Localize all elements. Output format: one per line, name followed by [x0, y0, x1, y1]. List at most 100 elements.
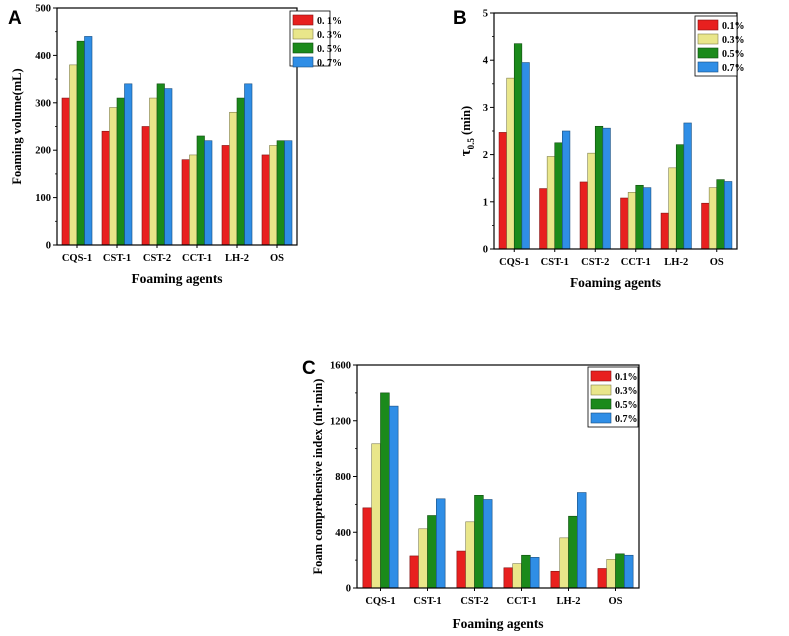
y-tick-label: 5	[483, 9, 488, 20]
bar-cct-1-s3	[635, 184, 644, 250]
bar-lh-2-s1	[550, 570, 560, 589]
panel-label: A	[8, 8, 22, 29]
bar-cct-1-s3	[196, 135, 205, 246]
y-axis-label: Foaming volume(mL)	[10, 68, 24, 184]
category-label-cst-2: CST-2	[143, 253, 171, 264]
bar-cct-1-s2	[627, 192, 637, 250]
y-tick-label: 1200	[330, 416, 351, 427]
category-label-lh-2: LH-2	[225, 253, 249, 264]
x-axis-label: Foaming agents	[131, 271, 222, 286]
plot-frame	[56, 7, 298, 246]
bar-cqs-1-s3	[380, 392, 390, 589]
category-label-cst-1: CST-1	[413, 596, 441, 607]
y-tick-label: 0	[46, 241, 51, 252]
bar-lh-2-s4	[577, 492, 587, 589]
legend-swatch-s4	[697, 61, 719, 73]
bar-cqs-1-s2	[69, 64, 78, 246]
legend-label-s1: 0.1%	[615, 372, 638, 383]
y-axis-label: Foam comprehensive index (ml·min)	[311, 379, 325, 575]
legend-label-s3: 0.5%	[615, 400, 638, 411]
category-label-cst-2: CST-2	[581, 257, 609, 268]
bar-cqs-1-s1	[498, 132, 507, 250]
legend-label-s2: 0.3%	[722, 35, 745, 46]
bar-cst-1-s3	[427, 515, 437, 589]
bar-cst-2-s2	[149, 97, 158, 246]
bar-lh-2-s2	[559, 537, 569, 589]
legend: 0.1% 0.3% 0.5% 0.7%	[587, 366, 639, 428]
bar-lh-2-s4	[244, 83, 253, 246]
bar-cct-1-s1	[181, 159, 190, 246]
bar-lh-2-s3	[675, 144, 685, 250]
bar-cst-2-s4	[483, 499, 493, 589]
bar-lh-2-s4	[683, 122, 692, 250]
category-label-lh-2: LH-2	[557, 596, 581, 607]
bar-cst-1-s2	[546, 156, 556, 250]
bar-lh-2-s1	[221, 145, 230, 246]
bar-lh-2-s2	[668, 167, 677, 250]
chart-panel-b: B 0 1 2 3 4 5 CQS-1 CST-1 CST-2 CCT-1 LH-2 OS Foaming…	[453, 8, 745, 290]
legend: 0.1% 0.3% 0.5% 0.7%	[694, 15, 745, 77]
bar-cqs-1-s4	[389, 405, 399, 589]
bar-os-s2	[269, 145, 278, 246]
legend-swatch-s2	[590, 384, 612, 396]
bar-os-s3	[716, 179, 725, 250]
legend-label-s4: 0.7%	[615, 414, 638, 425]
bar-os-s1	[261, 154, 270, 246]
category-label-cst-1: CST-1	[103, 253, 131, 264]
category-label-cst-1: CST-1	[541, 257, 569, 268]
bar-cst-2-s4	[602, 127, 611, 250]
y-tick-label: 3	[483, 103, 488, 114]
bar-lh-2-s2	[229, 111, 238, 246]
bar-os-s2	[708, 187, 718, 250]
bar-cst-2-s1	[141, 126, 150, 246]
category-label-cct-1: CCT-1	[182, 253, 212, 264]
bar-cct-1-s2	[189, 154, 198, 246]
y-tick-label: 500	[35, 4, 51, 15]
category-label-lh-2: LH-2	[664, 257, 688, 268]
legend-label-s4: 0.7%	[722, 63, 745, 74]
category-label-os: OS	[710, 257, 724, 268]
bar-os-s1	[701, 202, 710, 250]
category-label-cct-1: CCT-1	[507, 596, 537, 607]
bar-lh-2-s1	[660, 212, 669, 250]
legend-label-s4: 0. 7%	[317, 58, 342, 69]
bar-cst-1-s4	[436, 498, 446, 589]
y-tick-label: 400	[335, 528, 351, 539]
legend: 0. 1% 0. 3% 0. 5% 0. 7%	[289, 10, 342, 69]
bar-os-s4	[284, 140, 293, 246]
bar-cqs-1-s4	[84, 36, 93, 246]
bar-cct-1-s3	[521, 554, 531, 589]
bar-cst-2-s3	[474, 495, 484, 589]
y-tick-label: 300	[35, 98, 51, 109]
bar-os-s3	[615, 553, 625, 589]
legend-swatch-s3	[292, 42, 314, 54]
y-tick-label: 1600	[330, 361, 351, 372]
legend-swatch-s3	[697, 47, 719, 59]
bar-cst-2-s3	[594, 125, 604, 250]
legend-label-s1: 0. 1%	[317, 16, 342, 27]
y-tick-label: 2	[483, 150, 488, 161]
bar-cct-1-s4	[204, 140, 213, 246]
chart-panel-c: C 0 400 800 1200 1600 CQS-1 CST-1 CST-2 CCT-1 LH-2…	[302, 358, 640, 631]
category-label-cst-2: CST-2	[460, 596, 488, 607]
bar-cst-1-s3	[554, 142, 563, 250]
y-tick-label: 200	[35, 146, 51, 157]
y-tick-label: 800	[335, 472, 351, 483]
bar-cst-2-s2	[465, 521, 475, 589]
category-label-cqs-1: CQS-1	[499, 257, 529, 268]
bar-cst-1-s1	[409, 555, 419, 589]
bar-cst-1-s1	[539, 188, 548, 250]
bar-cst-2-s1	[456, 550, 466, 589]
y-tick-label: 400	[35, 51, 51, 62]
legend-swatch-s2	[292, 28, 314, 40]
legend-swatch-s4	[292, 56, 314, 68]
bar-cct-1-s4	[530, 557, 540, 589]
bar-cqs-1-s3	[513, 43, 523, 250]
category-label-os: OS	[608, 596, 622, 607]
legend-label-s2: 0. 3%	[317, 30, 342, 41]
bar-cst-1-s2	[109, 107, 118, 246]
y-tick-label: 100	[35, 193, 51, 204]
category-label-os: OS	[270, 253, 284, 264]
bar-cqs-1-s2	[506, 77, 515, 250]
y-axis-label: τ0.5 (min)	[458, 106, 476, 156]
